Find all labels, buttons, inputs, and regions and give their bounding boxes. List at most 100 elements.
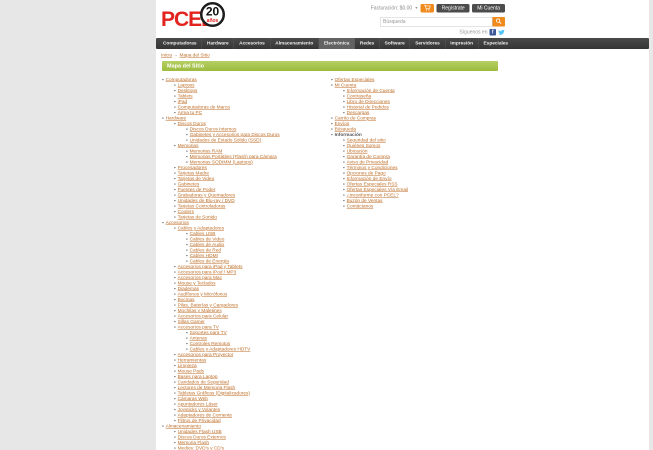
nav-item-software[interactable]: Software: [379, 38, 410, 49]
sitemap-link[interactable]: Descargas: [346, 110, 370, 116]
sitemap-link[interactable]: Memorias RAM: [189, 148, 223, 154]
sitemap-link[interactable]: Cables de Energía: [189, 258, 229, 264]
nav-item-redes[interactable]: Redes: [354, 38, 379, 49]
sitemap-link[interactable]: Almacenamiento: [165, 423, 201, 429]
breadcrumb-current-link[interactable]: Mapa del Sitio: [179, 52, 210, 59]
sitemap-link[interactable]: Laptops: [177, 82, 195, 88]
sitemap-link[interactable]: Audífonos y Micrófonos: [177, 291, 228, 297]
sitemap-link[interactable]: Memoria Flash: [177, 440, 210, 446]
sitemap-link[interactable]: Tarjetas de Video: [177, 176, 215, 182]
twitter-icon[interactable]: [498, 29, 505, 36]
search-button[interactable]: [492, 17, 505, 27]
sitemap-link[interactable]: Garantía de Compra: [346, 154, 390, 160]
sitemap-link[interactable]: Cables y Adaptadores: [177, 225, 225, 231]
nav-item-computadoras[interactable]: Computadoras: [163, 40, 197, 47]
sitemap-link[interactable]: Accesorios para iPod / MP3: [177, 269, 237, 275]
sitemap-link[interactable]: Soportes para TV: [189, 330, 227, 336]
sitemap-link[interactable]: Ofertas Especiales Vía Email: [346, 187, 409, 193]
sitemap-link[interactable]: Discos Duros Internos: [189, 126, 237, 132]
my-account-button[interactable]: Mi Cuenta: [472, 4, 505, 13]
sitemap-link[interactable]: Cables de Video: [189, 236, 225, 242]
nav-item-especiales[interactable]: Especiales: [478, 38, 513, 49]
sitemap-link[interactable]: Discos Duros: [177, 121, 206, 127]
sitemap-link[interactable]: Información de Cuenta: [346, 88, 395, 94]
sitemap-link[interactable]: Cables de Red: [189, 247, 222, 253]
sitemap-link[interactable]: Libro de Direcciones: [346, 99, 390, 105]
facebook-icon[interactable]: f: [489, 29, 496, 36]
sitemap-link[interactable]: Ubicación: [346, 148, 368, 154]
sitemap-link[interactable]: Cables de Audio: [189, 242, 225, 248]
sitemap-link[interactable]: Envíos: [334, 121, 350, 127]
sitemap-link[interactable]: Cables HDMI: [189, 253, 218, 259]
sitemap-link[interactable]: Tablets: [177, 93, 193, 99]
sitemap-link[interactable]: Accesorios para iPad y Tablets: [177, 264, 243, 270]
sitemap-link[interactable]: Accesorios para Proyector: [177, 352, 234, 358]
sitemap-link[interactable]: Tarjetas Madre: [177, 170, 210, 176]
pcel-logo[interactable]: PCEL 20 años: [161, 2, 241, 35]
sitemap-link[interactable]: Herramientas: [177, 357, 207, 363]
sitemap-link[interactable]: Ofertas Especiales: [334, 77, 375, 83]
sitemap-link[interactable]: Sillas Gamer: [177, 319, 205, 325]
sitemap-link[interactable]: Mochilas y Maletines: [177, 308, 222, 314]
sitemap-link[interactable]: Mouse Pads: [177, 368, 205, 374]
sitemap-link[interactable]: Unidades de Estado Sólido (SSD): [189, 137, 262, 143]
sitemap-link[interactable]: Historial de Pedidos: [346, 104, 389, 110]
sitemap-link[interactable]: Bases para Laptop: [177, 374, 218, 380]
sitemap-link[interactable]: Unidades Flash USB: [177, 429, 222, 435]
breadcrumb-home-link[interactable]: Inicio: [161, 52, 173, 59]
nav-item-servidores[interactable]: Servidores: [409, 38, 445, 49]
sitemap-link[interactable]: Cámaras Web: [177, 396, 208, 402]
sitemap-link[interactable]: Gabinetes y Accesorios para Discos Duros: [189, 132, 280, 138]
sitemap-link[interactable]: Carrito de Compras: [334, 115, 377, 121]
cart-summary[interactable]: Facturación: $0.00: [370, 5, 413, 12]
sitemap-link[interactable]: Coolers: [177, 209, 194, 215]
sitemap-link[interactable]: Grabadoras y Quemadores: [177, 192, 236, 198]
sitemap-link[interactable]: Arma tu PC: [177, 110, 203, 116]
sitemap-link[interactable]: Limpieza: [177, 363, 197, 369]
sitemap-link[interactable]: Unidades de Blu-ray / DVD: [177, 198, 235, 204]
sitemap-link[interactable]: Discos Duros Externos: [177, 434, 226, 440]
sitemap-link[interactable]: Fuentes de Poder: [177, 187, 216, 193]
sitemap-link[interactable]: Procesadores: [177, 165, 207, 171]
sitemap-link[interactable]: Adaptadores de Corriente: [177, 412, 232, 418]
sitemap-link[interactable]: Lectores de Memoria Flash: [177, 385, 236, 391]
sitemap-link[interactable]: Bocinas: [177, 297, 195, 303]
sitemap-link[interactable]: Medios: DVD's y CD's: [177, 445, 225, 450]
sitemap-link[interactable]: Quiénes Somos: [346, 143, 381, 149]
sitemap-link[interactable]: iPad: [177, 99, 188, 105]
sitemap-link[interactable]: Términos y Condiciones: [346, 165, 398, 171]
sitemap-link[interactable]: Apuntadores Láser: [177, 401, 218, 407]
sitemap-link[interactable]: Opciones de Pago: [346, 170, 386, 176]
chevron-down-icon[interactable]: ▼: [414, 6, 419, 11]
sitemap-link[interactable]: Hardware: [165, 115, 187, 121]
nav-item-electrónica[interactable]: Electrónica: [318, 38, 355, 49]
sitemap-link[interactable]: Accesorios para TV: [177, 324, 219, 330]
search-input[interactable]: [380, 17, 493, 27]
nav-item-hardware[interactable]: Hardware: [201, 38, 234, 49]
sitemap-link[interactable]: Accesorios para Mac: [177, 275, 222, 281]
sitemap-link[interactable]: Contraseña: [346, 93, 372, 99]
sitemap-link[interactable]: Tabletas Gráficas (Digitalizadores): [177, 390, 250, 396]
sitemap-link[interactable]: Mouse y Teclados: [177, 280, 216, 286]
sitemap-link[interactable]: Gabinetes: [177, 181, 200, 187]
cart-button[interactable]: [420, 4, 435, 13]
sitemap-link[interactable]: Desktops: [177, 88, 198, 94]
sitemap-link[interactable]: Memorias Portátiles (Flash) para Cámara: [189, 154, 277, 160]
register-button[interactable]: Regístrate: [436, 4, 470, 13]
sitemap-link[interactable]: Seguridad del sitio: [346, 137, 386, 143]
sitemap-link[interactable]: Información de Envío: [346, 176, 392, 182]
nav-item-accesorios[interactable]: Accesorios: [233, 38, 270, 49]
sitemap-link[interactable]: Antenas: [189, 335, 208, 341]
sitemap-link[interactable]: Ofertas Especiales RSS: [346, 181, 398, 187]
sitemap-link[interactable]: Cables y Adaptadores HDTV: [189, 346, 251, 352]
sitemap-link[interactable]: Búsqueda: [334, 126, 356, 132]
sitemap-link[interactable]: Tarjetas de Sonido: [177, 214, 217, 220]
sitemap-link[interactable]: ¿Inconforme con PCEL?: [346, 192, 399, 198]
sitemap-link[interactable]: Accesorios para Celular: [177, 313, 229, 319]
sitemap-link[interactable]: Computadoras de Marca: [177, 104, 230, 110]
nav-item-impresión[interactable]: Impresión: [444, 38, 478, 49]
sitemap-link[interactable]: Tarjetas Controladoras: [177, 203, 226, 209]
sitemap-link[interactable]: Filtros de Privacidad: [177, 418, 221, 424]
sitemap-link[interactable]: Joysticks y Volantes: [177, 407, 221, 413]
sitemap-link[interactable]: Diademas: [177, 286, 199, 292]
